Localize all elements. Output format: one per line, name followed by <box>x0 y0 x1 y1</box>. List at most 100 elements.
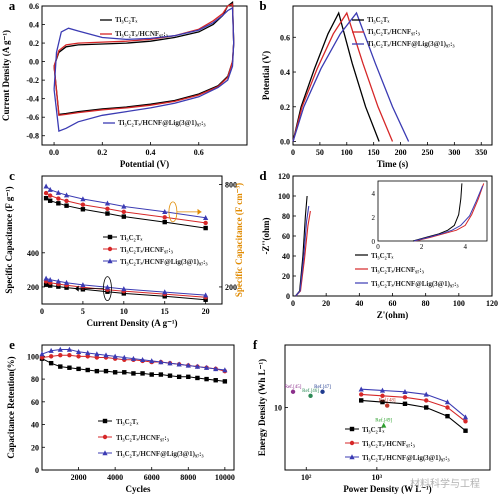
retention-marker <box>103 352 109 358</box>
gcd-curve-0 <box>292 11 380 142</box>
rate-marker <box>121 291 127 296</box>
panel-a: a 0.0 0.2 0.4 0.6 0.6 0.4 0.2 0.0 -0.2 -0.4 -0.6 -0.… <box>1 0 248 169</box>
rate-marker <box>162 215 167 220</box>
retention-marker <box>130 355 137 361</box>
left-arrow-head <box>74 285 79 292</box>
y-tick-label: 120 <box>278 172 290 181</box>
retention-marker <box>158 359 164 365</box>
retention-marker <box>203 364 210 370</box>
rate-marker <box>47 198 53 203</box>
x-tick-label: 0.0 <box>49 148 59 157</box>
retention-marker <box>75 349 82 355</box>
reference-marker <box>381 422 387 428</box>
y-tick-label: 60 <box>31 398 39 407</box>
y-tick-label: -0.8 <box>26 132 39 141</box>
rate-marker <box>43 183 49 189</box>
rate-marker <box>121 203 127 209</box>
rate-marker <box>80 196 86 202</box>
x-tick-label: 2000 <box>71 473 87 482</box>
right-arrow-head <box>197 208 202 215</box>
reference-marker <box>320 389 325 394</box>
retention-marker <box>85 354 90 359</box>
ragone-marker <box>423 391 429 397</box>
y-tick-label: 40 <box>31 421 39 430</box>
y-axis-label: Current Density (A g⁻¹) <box>1 30 11 121</box>
retention-marker <box>103 368 109 374</box>
rate-marker <box>104 200 111 206</box>
rate-marker <box>121 286 127 292</box>
rate-marker <box>56 284 61 289</box>
reference-marker <box>384 403 390 408</box>
retention-marker <box>112 370 118 375</box>
panel-letter: e <box>9 337 15 352</box>
legend-label: Ti₃C₂Tₓ/HCNF₉₇:₃ <box>116 434 169 442</box>
retention-marker <box>48 347 54 353</box>
retention-marker <box>94 351 100 357</box>
retention-marker <box>76 366 81 372</box>
rate-marker <box>64 198 69 204</box>
y-tick-label: 0 <box>286 292 290 301</box>
ragone-marker <box>379 387 386 393</box>
y-tick-label: 0.2 <box>280 103 290 112</box>
panel-e: e 2000 4000 6000 8000 10000 0 20 40 60 80 100 Cycles… <box>6 337 235 494</box>
x-tick-label: 8000 <box>180 473 196 482</box>
rate-marker <box>80 202 86 207</box>
ragone-marker <box>444 399 451 405</box>
x-tick-label: 120 <box>486 299 498 308</box>
x-tick-label: 100 <box>341 148 353 157</box>
watermark: 材料科学与工程 <box>410 477 480 490</box>
panel-b: b 0 50 100 150 200 250 300 350 0.0 0.2 0.4 0.6 Time (… <box>259 0 493 169</box>
retention-marker <box>58 364 63 369</box>
ragone-marker <box>463 419 468 424</box>
legend-label: Ti₃C₂Tₓ <box>116 418 139 426</box>
retention-marker <box>121 354 127 360</box>
rate-marker <box>121 209 127 215</box>
legend-label: Ti₃C₂Tₓ <box>362 426 385 434</box>
inset-curve-1 <box>414 183 485 242</box>
retention-marker <box>204 376 209 382</box>
legend-label: Ti₃C₂Tₓ/HCNF₉₇:₃ <box>120 246 173 254</box>
x-axis-label: Cycles <box>126 484 151 494</box>
rate-marker <box>80 207 86 212</box>
reference-label: Ref.[46] <box>302 389 319 394</box>
ragone-marker <box>463 428 468 433</box>
rate-marker <box>43 190 49 196</box>
y-tick-label: 0.4 <box>29 21 39 30</box>
retention-marker <box>85 367 90 373</box>
y-tick-label: 200 <box>225 283 237 292</box>
y-axis-label: Specific Capacitance (F g⁻¹) <box>4 186 14 293</box>
rate-marker <box>203 225 208 231</box>
legend-label: Ti₃C₂Tₓ <box>367 16 390 24</box>
retention-marker <box>140 371 145 376</box>
x-tick-label: 60 <box>389 299 397 308</box>
legend-label: Ti₃C₂Tₓ <box>120 234 143 242</box>
x-tick-label: 6000 <box>144 473 160 482</box>
retention-marker <box>94 355 100 360</box>
rate-marker <box>56 201 61 206</box>
nyquist-curve-2 <box>295 205 310 297</box>
y-axis-label-right: Specific Capacitance (F cm⁻³) <box>234 183 244 297</box>
ragone-marker <box>402 395 408 400</box>
rate-marker <box>43 195 49 201</box>
rate-marker <box>47 186 53 192</box>
x-tick-label: 0 <box>291 299 295 308</box>
legend-marker <box>107 246 113 252</box>
rate-marker <box>203 297 208 302</box>
rate-marker <box>47 276 53 282</box>
cv-curve-2 <box>53 6 235 133</box>
rate-marker <box>80 282 86 288</box>
reference-label: Ref.[49] <box>375 418 392 423</box>
x-tick-label: 4000 <box>107 473 123 482</box>
plot-frame <box>41 5 248 146</box>
retention-marker <box>76 354 81 359</box>
reference-label: Ref.[45] <box>285 385 302 390</box>
retention-marker <box>186 374 191 380</box>
plot-frame <box>292 5 493 146</box>
rate-marker <box>203 220 208 226</box>
retention-marker <box>149 372 154 377</box>
rate-marker <box>64 203 69 208</box>
legend-marker <box>102 434 108 440</box>
rate-marker <box>47 283 53 288</box>
retention-marker <box>85 350 91 356</box>
